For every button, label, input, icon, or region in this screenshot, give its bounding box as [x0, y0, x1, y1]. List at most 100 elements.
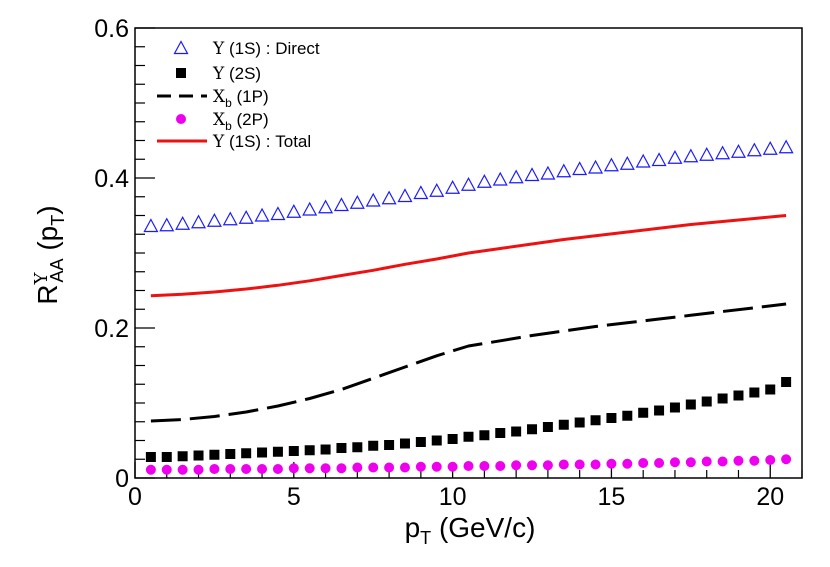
data-point [365, 192, 381, 207]
data-point [765, 455, 776, 465]
y-tick-label: 0.6 [94, 15, 129, 43]
data-point [669, 402, 680, 413]
legend-label-sub: b [225, 119, 232, 133]
data-point [511, 426, 522, 437]
data-point [399, 438, 410, 449]
data-point [159, 217, 175, 232]
data-point [527, 460, 538, 471]
data-point [683, 148, 699, 163]
data-point [638, 458, 649, 468]
data-point [701, 456, 712, 467]
data-point [606, 413, 617, 423]
data-point [161, 464, 172, 475]
y-tick-label: 0.2 [94, 315, 129, 343]
legend-label: Υ (1S) : Total [212, 132, 311, 152]
data-point [479, 430, 490, 441]
legend-label-symbol: Χ [213, 110, 226, 130]
data-point [733, 455, 744, 466]
x-tick-label: 20 [756, 483, 784, 511]
data-point [161, 452, 172, 462]
data-point [715, 145, 731, 160]
data-point [669, 457, 680, 468]
data-point [447, 434, 458, 444]
data-point [588, 159, 604, 174]
data-point [209, 449, 220, 460]
data-point [225, 464, 236, 474]
y-axis-title-sup: Υ [31, 271, 52, 285]
legend-label-text: (1S) : Total [224, 132, 311, 151]
data-point [717, 456, 728, 467]
legend-label-symbol: Υ [212, 39, 225, 59]
data-point [635, 153, 651, 168]
data-point [413, 185, 429, 200]
data-point [352, 462, 363, 473]
data-point [415, 461, 426, 472]
data-point [143, 218, 159, 233]
data-point [286, 203, 302, 218]
legend-item-2: Χb (1P) [157, 87, 269, 110]
data-point [542, 460, 553, 471]
legend-label: Υ (1S) : Direct [212, 39, 320, 59]
data-point [272, 446, 283, 457]
data-point [542, 422, 553, 432]
series-line [150, 214, 787, 298]
data-point [638, 407, 649, 418]
data-point [381, 190, 397, 205]
data-point [479, 461, 490, 471]
x-axis-title: pT (GeV/c) [405, 512, 536, 548]
legend-swatch [176, 114, 186, 124]
x-tick-label: 10 [439, 483, 467, 511]
legend-item-1: Υ (2S) [176, 64, 261, 84]
data-point [368, 440, 379, 451]
data-point [495, 428, 506, 438]
data-point [701, 396, 712, 407]
data-point [241, 464, 252, 474]
data-point [667, 149, 683, 164]
x-tick-label: 5 [287, 483, 301, 511]
legend-item-0: Υ (1S) : Direct [173, 39, 320, 59]
data-point [654, 405, 665, 416]
data-point [746, 142, 762, 157]
data-point [463, 461, 474, 471]
legend-swatch [176, 68, 186, 78]
axes: 0 5 10 15 20 0 0.2 0.4 0.6 [94, 15, 803, 511]
data-point [685, 399, 696, 410]
data-point [460, 176, 477, 191]
data-point [765, 384, 776, 395]
data-point [619, 155, 635, 170]
series-0 [143, 139, 794, 233]
data-point [257, 464, 268, 474]
y-axis-title-mid: (p [32, 226, 63, 259]
data-point [574, 459, 585, 470]
data-point [749, 455, 760, 466]
data-point [654, 458, 665, 468]
data-point [145, 452, 156, 462]
data-point [241, 448, 252, 459]
data-point [320, 463, 331, 474]
data-point [415, 437, 426, 447]
legend-item-3: Χb (2P) [176, 110, 269, 133]
data-point [492, 171, 508, 186]
series-line [150, 302, 787, 423]
data-point [781, 377, 792, 387]
data-point [175, 215, 191, 230]
series-2 [150, 302, 787, 423]
legend-swatch [173, 40, 189, 55]
data-point [270, 206, 286, 221]
data-point [685, 457, 696, 468]
data-point [733, 390, 744, 401]
data-point [336, 443, 347, 453]
legend-label: Υ (2S) [212, 64, 261, 84]
y-axis-title-main: R [32, 284, 63, 304]
data-point [463, 431, 474, 442]
data-point [590, 415, 601, 426]
data-point [749, 387, 760, 398]
data-point [574, 417, 585, 428]
legend-label-text: (2P) [232, 110, 269, 129]
legend-label-symbol: Υ [212, 64, 225, 84]
data-point [445, 179, 461, 194]
data-point [540, 165, 556, 180]
y-axis-title: RΥAA (pT) [31, 205, 68, 304]
legend-label: Χb (1P) [213, 87, 269, 110]
data-point [238, 209, 254, 224]
